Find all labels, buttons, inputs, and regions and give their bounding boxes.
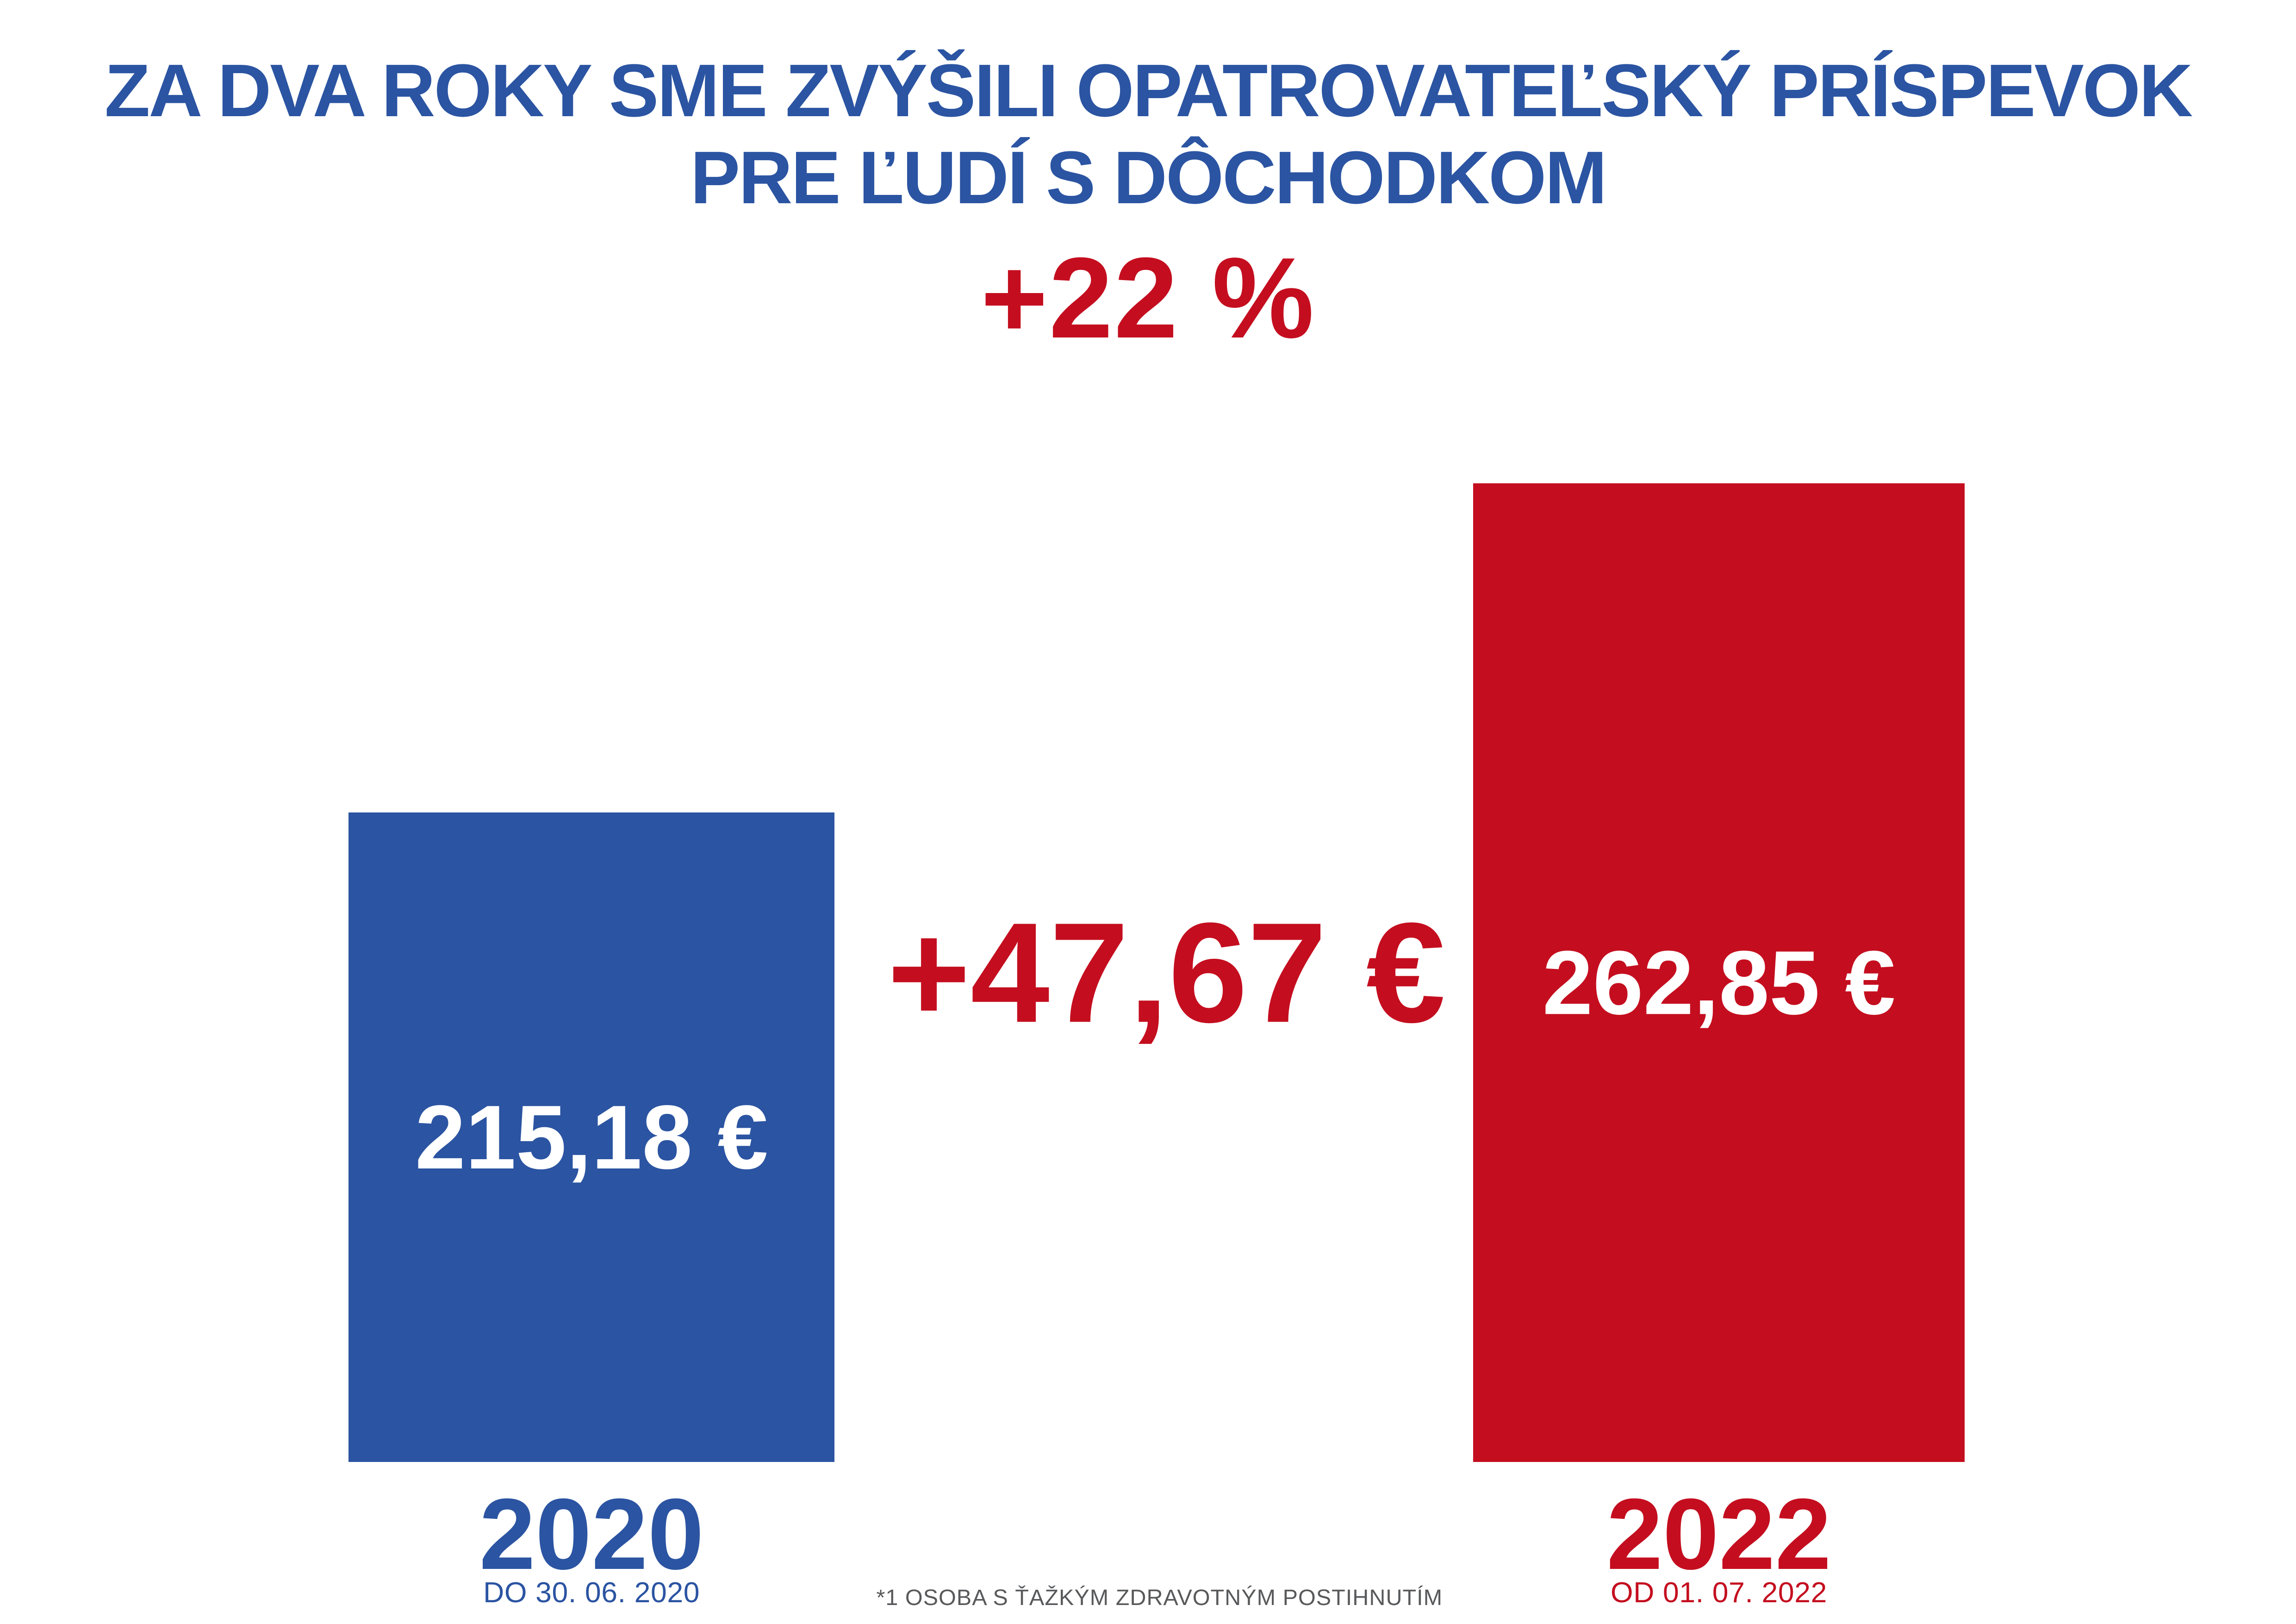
- chart-title: ZA DVA ROKY SME ZVÝŠILI OPATROVATEĽSKÝ P…: [0, 47, 2296, 222]
- year-label-2020: 2020: [479, 1477, 704, 1591]
- axis-label-2020: 2020 DO 30. 06. 2020: [348, 1484, 834, 1607]
- axis-label-2022: 2022 OD 01. 07. 2022: [1473, 1484, 1965, 1607]
- percent-change-label: +22 %: [981, 233, 1315, 362]
- footnote: *1 OSOBA S ŤAŽKÝM ZDRAVOTNÝM POSTIHNUTÍM: [876, 1585, 1443, 1610]
- period-label-2022: OD 01. 07. 2022: [1611, 1576, 1828, 1609]
- bar-value-2020: 215,18 €: [415, 1086, 768, 1188]
- chart-title-line2: PRE ĽUDÍ S DÔCHODKOM: [690, 136, 1607, 220]
- year-label-2022: 2022: [1606, 1477, 1831, 1591]
- chart-title-line1: ZA DVA ROKY SME ZVÝŠILI OPATROVATEĽSKÝ P…: [104, 49, 2193, 132]
- period-label-2020: DO 30. 06. 2020: [483, 1576, 700, 1609]
- difference-label: +47,67 €: [887, 893, 1446, 1052]
- bar-2022: 262,85 €: [1473, 483, 1965, 1462]
- bar-2020: 215,18 €: [348, 812, 835, 1462]
- bar-value-2022: 262,85 €: [1542, 932, 1896, 1034]
